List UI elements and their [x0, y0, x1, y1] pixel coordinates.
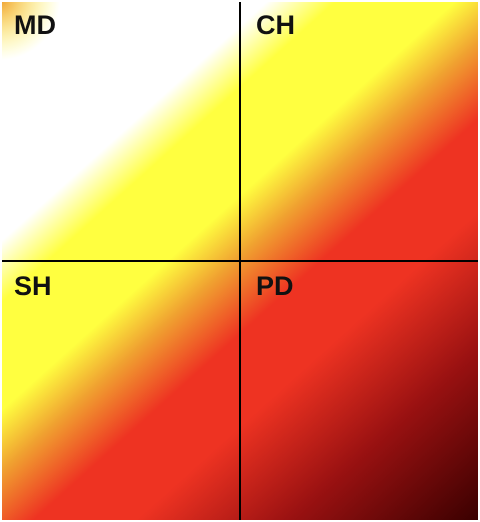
quadrant-label-pd: PD — [256, 271, 294, 301]
quadrant-label-ch: CH — [256, 10, 295, 40]
heatmap-corner-shade — [2, 2, 62, 62]
quadrant-label-sh: SH — [14, 271, 52, 301]
quadrant-label-md: MD — [14, 10, 56, 40]
